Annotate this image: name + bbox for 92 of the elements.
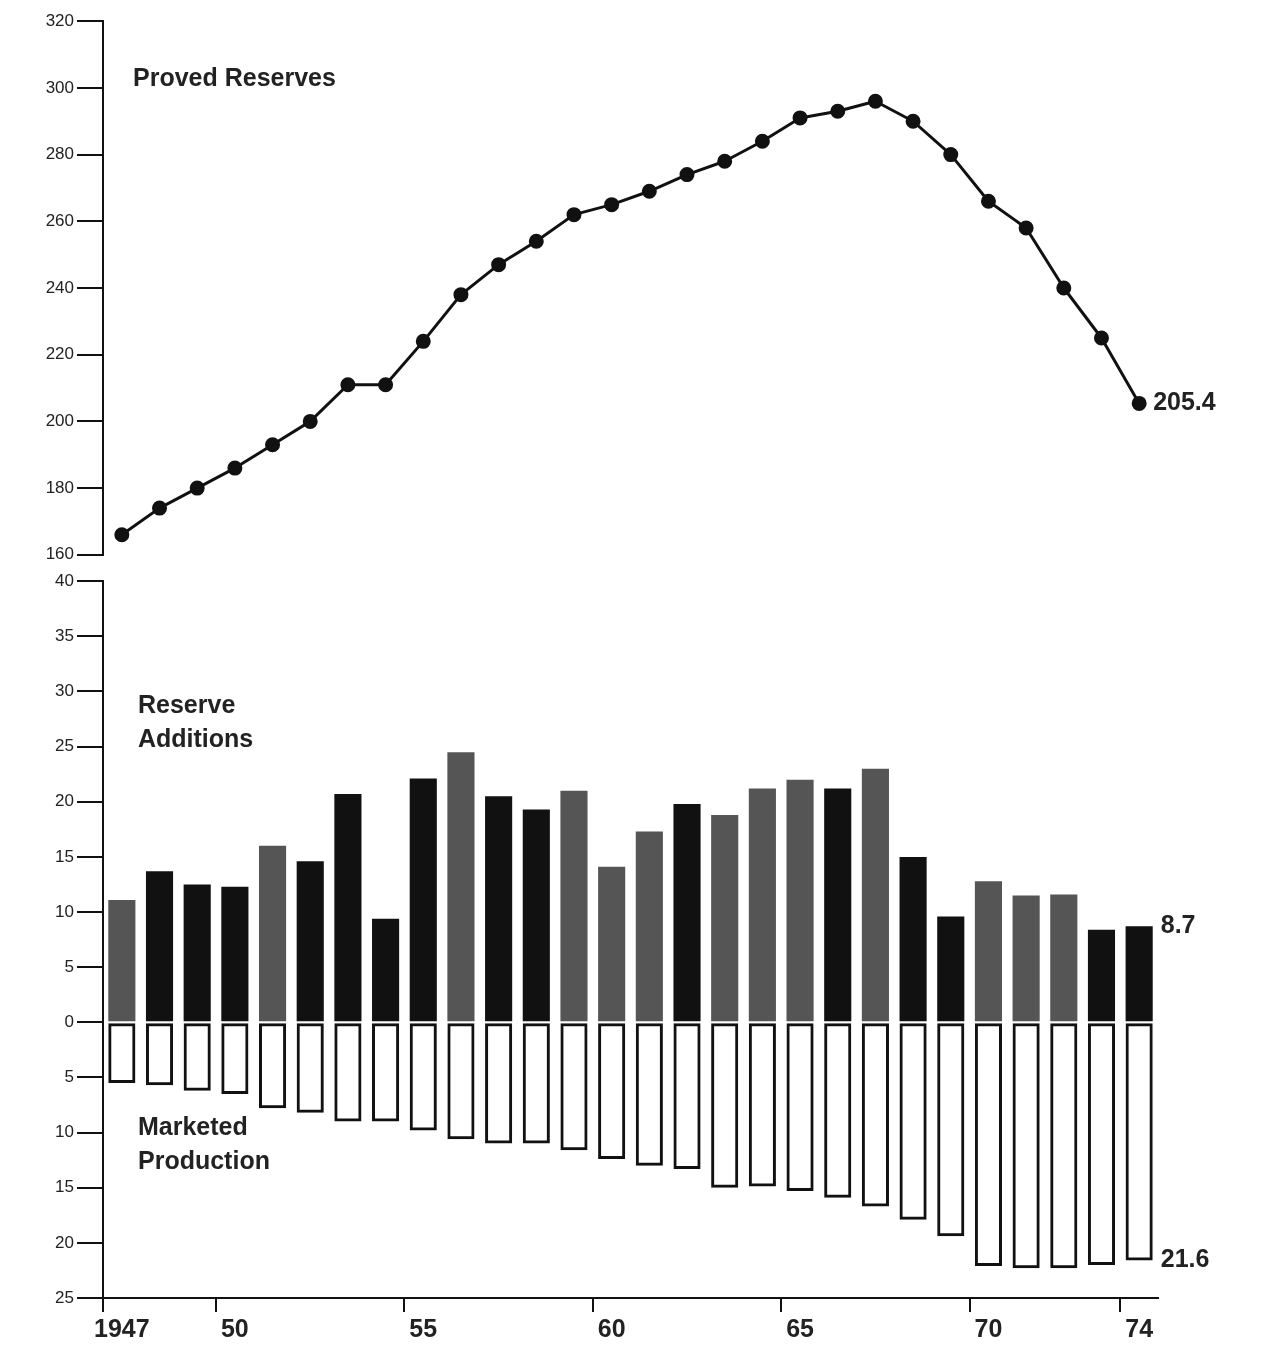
x-tick-label: 50 — [220, 1313, 249, 1342]
bar — [673, 803, 701, 1022]
bar — [1125, 926, 1153, 1022]
y-tick-label: 300 — [45, 77, 74, 97]
point — [1131, 395, 1147, 411]
y-tick-label: 40 — [55, 570, 74, 590]
point — [491, 257, 507, 273]
point — [566, 207, 582, 223]
bar — [145, 871, 174, 1022]
bar — [258, 845, 287, 1022]
bar — [108, 899, 136, 1022]
y-tick-label: 0 — [64, 1012, 74, 1031]
y-tick-label: 160 — [45, 544, 74, 564]
y-tick-label: 15 — [55, 1177, 74, 1197]
point — [1093, 330, 1109, 346]
bar — [409, 778, 437, 1022]
bar — [635, 831, 663, 1022]
y-tick-label: 5 — [64, 956, 74, 976]
point — [1056, 280, 1072, 296]
bar — [598, 866, 626, 1022]
point — [453, 287, 469, 303]
bar — [560, 790, 588, 1022]
bar — [748, 788, 776, 1022]
point — [152, 500, 168, 516]
point — [754, 133, 770, 149]
bar — [372, 918, 400, 1022]
bar — [711, 814, 739, 1022]
legend-label: Proved Reserves — [133, 63, 336, 92]
legend-label: Reserve Additions — [138, 690, 254, 753]
bar — [824, 788, 852, 1022]
point — [340, 377, 356, 393]
bar — [1050, 894, 1078, 1022]
bar — [183, 884, 211, 1022]
y-tick-label: 260 — [45, 210, 74, 230]
annotation: 205.4 — [1153, 387, 1216, 416]
bar — [485, 796, 513, 1022]
y-tick-label: 35 — [55, 626, 74, 646]
point — [265, 437, 281, 453]
x-tick-label: 1947 — [94, 1313, 150, 1342]
bar — [861, 768, 889, 1022]
y-tick-label: 15 — [55, 846, 74, 866]
y-tick-label: 30 — [55, 681, 74, 701]
y-tick-label: 280 — [45, 144, 74, 164]
bar — [447, 752, 475, 1022]
x-tick-label: 60 — [597, 1313, 626, 1342]
bar — [937, 916, 965, 1022]
y-tick-label: 25 — [55, 736, 74, 756]
bar — [786, 779, 814, 1022]
y-tick-label: 20 — [55, 791, 74, 811]
point — [114, 527, 130, 543]
x-tick-label: 65 — [786, 1313, 815, 1342]
y-tick-label: 5 — [64, 1067, 74, 1087]
point — [1018, 220, 1034, 236]
point — [943, 147, 959, 163]
bar — [1087, 929, 1116, 1022]
y-tick-label: 25 — [55, 1287, 74, 1307]
y-tick-label: 180 — [45, 477, 74, 497]
y-tick-label: 10 — [55, 1122, 74, 1142]
x-tick-label: 55 — [409, 1313, 438, 1342]
point — [189, 480, 205, 496]
y-tick-label: 20 — [55, 1232, 74, 1252]
y-tick-label: 220 — [45, 344, 74, 364]
bar — [1012, 895, 1040, 1022]
y-tick-label: 240 — [45, 277, 74, 297]
bar — [522, 809, 550, 1022]
point — [378, 377, 394, 393]
point — [641, 183, 657, 199]
point — [717, 153, 733, 169]
point — [302, 413, 318, 429]
annotation: 21.6 — [1160, 1244, 1210, 1273]
annotation: 8.7 — [1160, 910, 1196, 939]
point — [980, 193, 996, 209]
legend-label: Marketed Production — [138, 1111, 270, 1174]
point — [905, 113, 921, 129]
bar — [221, 886, 249, 1022]
bar — [974, 881, 1003, 1022]
point — [792, 110, 808, 126]
bar — [334, 794, 362, 1022]
x-tick-label: 70 — [974, 1313, 1003, 1342]
point — [227, 460, 243, 476]
y-tick-label: 10 — [55, 901, 74, 921]
y-tick-label: 200 — [45, 411, 74, 431]
point — [415, 333, 431, 349]
point — [867, 93, 883, 109]
bar — [296, 861, 324, 1022]
bar — [899, 856, 927, 1022]
point — [604, 197, 620, 213]
point — [830, 103, 846, 119]
y-tick-label: 320 — [45, 10, 74, 30]
point — [528, 233, 544, 249]
point — [679, 167, 695, 183]
x-tick-label: 74 — [1125, 1313, 1154, 1342]
